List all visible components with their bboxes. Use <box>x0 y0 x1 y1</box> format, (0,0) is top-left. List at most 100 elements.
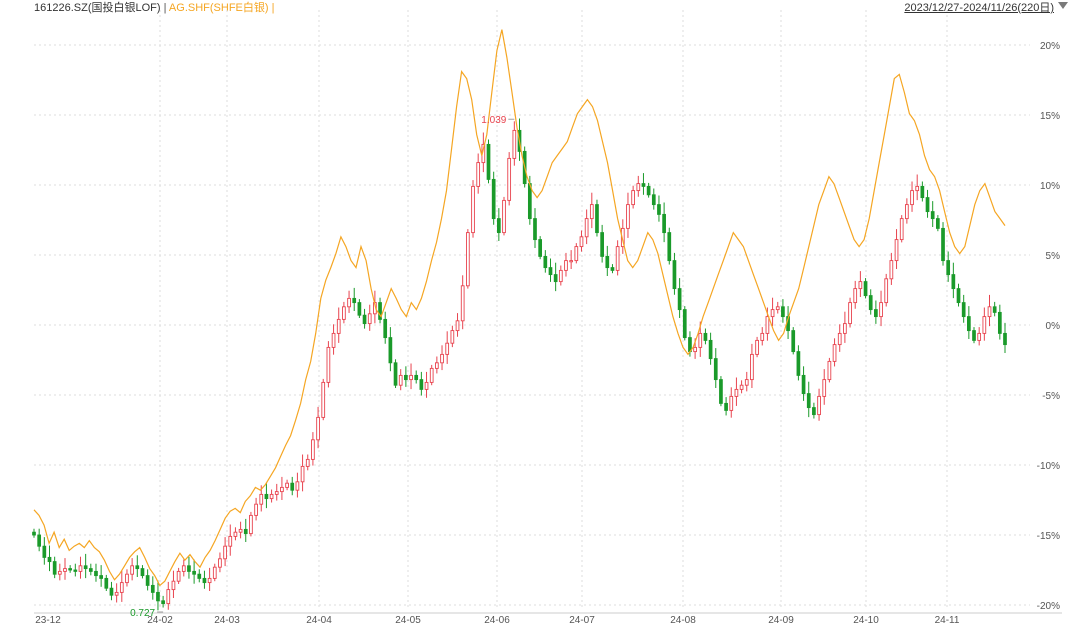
candle-down <box>936 218 940 229</box>
candle-up <box>460 285 465 322</box>
axes: 20% 15% 10% 5% 0% -5% -10% -15% -20% 23-12 24-02 24… <box>34 41 1062 626</box>
compare-separator: | <box>271 2 275 14</box>
candle-down <box>187 565 191 572</box>
candle-up <box>889 260 894 280</box>
candle-down <box>703 332 708 341</box>
candle-up <box>750 353 754 381</box>
candle-down <box>868 295 873 311</box>
candle-up <box>78 565 83 572</box>
candle-up <box>558 269 563 283</box>
candle-up <box>574 246 579 262</box>
candle-up <box>321 381 326 418</box>
candle-up <box>770 309 775 318</box>
candle-up <box>899 218 904 241</box>
candle-down <box>667 232 672 262</box>
candle-up <box>254 503 258 516</box>
annotations: 1.039 0.727 <box>130 115 515 619</box>
candle-down <box>109 587 114 596</box>
candle-up <box>233 531 238 537</box>
candle-up <box>765 316 770 334</box>
candle-down <box>677 288 682 311</box>
y-tick-label: -20% <box>1037 601 1060 612</box>
y-tick-label: -5% <box>1042 391 1060 402</box>
candle-down <box>961 302 966 318</box>
candle-down <box>724 402 728 411</box>
candle-up <box>269 493 274 500</box>
candle-up <box>429 367 434 383</box>
candle-down <box>150 584 155 593</box>
candle-down <box>682 309 687 339</box>
candle-down <box>104 577 109 589</box>
candle-up <box>858 281 863 290</box>
candle-up <box>331 332 336 348</box>
candle-up <box>228 535 233 547</box>
y-tick-label: 15% <box>1040 111 1060 122</box>
candle-down <box>94 570 98 577</box>
candle-up <box>409 374 413 381</box>
candle-down <box>202 577 207 584</box>
candle-up <box>636 183 641 192</box>
compare-name[interactable]: AG.SHF(SHFE白银) <box>168 2 269 14</box>
candle-up <box>171 580 176 591</box>
max-label: 1.039 <box>481 115 506 126</box>
candle-down <box>925 197 930 213</box>
date-range[interactable]: 2023/12/27-2024/11/26(220日) <box>904 2 1054 14</box>
candle-up <box>739 384 744 390</box>
candle-down <box>156 591 160 602</box>
candle-up <box>775 306 780 311</box>
candle-up <box>125 573 129 584</box>
candle-down <box>99 575 103 579</box>
candle-down <box>52 561 57 575</box>
candle-down <box>378 302 382 320</box>
candle-up <box>734 388 739 397</box>
x-tick-label: 24-03 <box>214 615 240 626</box>
candle-up <box>620 227 625 248</box>
candle-up <box>843 323 847 334</box>
candle-up <box>827 360 832 381</box>
candle-down <box>243 528 248 535</box>
candle-down <box>641 183 646 187</box>
candle-down <box>290 482 295 491</box>
candle-up <box>445 342 450 355</box>
candle-up <box>471 185 475 234</box>
y-tick-label: 20% <box>1040 41 1060 52</box>
y-tick-label: 10% <box>1040 181 1060 192</box>
candle-up <box>755 339 759 355</box>
candle-down <box>486 143 491 180</box>
candle-down <box>956 288 961 304</box>
candle-down <box>197 573 202 579</box>
candle-up <box>316 416 320 441</box>
x-tick-label: 24-06 <box>484 615 510 626</box>
candle-down <box>1003 332 1007 346</box>
y-tick-label: 5% <box>1046 251 1061 262</box>
candle-up <box>119 582 124 593</box>
candle-up <box>367 313 372 325</box>
candle-down <box>553 274 558 283</box>
candle-up <box>760 332 765 341</box>
candle-up <box>181 565 186 572</box>
candle-down <box>920 185 925 199</box>
candle-down <box>781 306 785 318</box>
candle-up <box>435 362 439 369</box>
candle-down <box>874 309 878 318</box>
candle-up <box>507 157 512 201</box>
candle-down <box>672 260 677 290</box>
candle-up <box>114 591 119 596</box>
candle-up <box>615 246 620 271</box>
candle-down <box>806 393 811 409</box>
candle-down <box>140 568 145 577</box>
candle-up <box>455 320 460 332</box>
candle-up <box>905 204 909 220</box>
candle-up <box>466 232 470 287</box>
candle-down <box>646 185 651 196</box>
candle-up <box>311 439 315 460</box>
candle-up <box>176 570 181 582</box>
candle-up <box>63 568 67 572</box>
dropdown-icon[interactable] <box>1058 2 1068 9</box>
candle-down <box>951 274 956 290</box>
candle-up <box>584 218 589 238</box>
candle-up <box>822 379 827 397</box>
chart-legend: 161226.SZ(国投白银LOF) | AG.SHF(SHFE白银) | <box>34 0 274 16</box>
candle-up <box>249 514 253 535</box>
